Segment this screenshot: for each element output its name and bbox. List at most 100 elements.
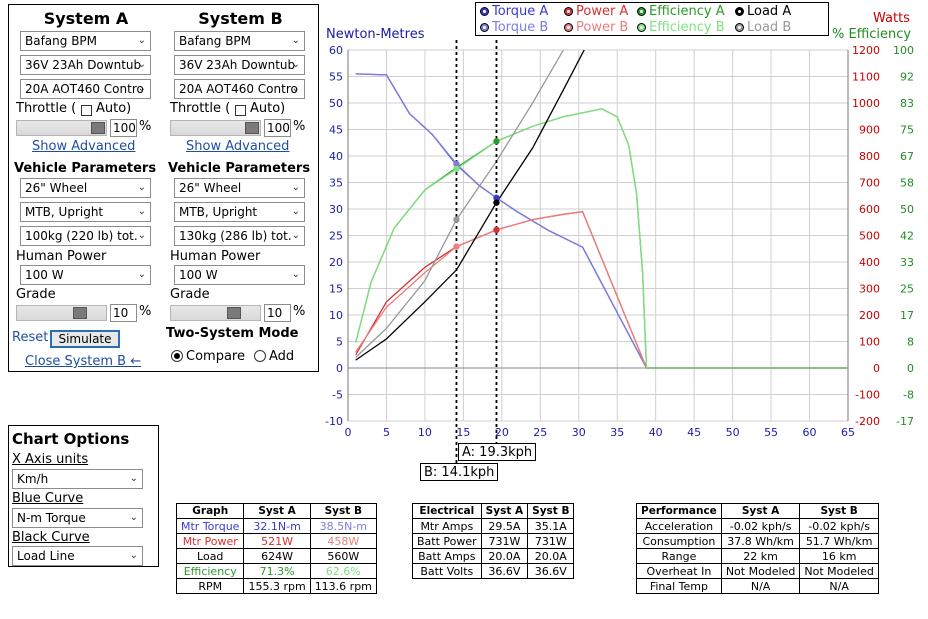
y-nm-tick-label: 40 [329,150,343,163]
system-b-riding-select[interactable]: MTB, Upright ⌄ [174,202,305,222]
percent-label: % [293,304,306,319]
table-row: Batt Power 731W 731W [412,533,575,549]
legend-dot-icon [564,23,573,32]
chart-options-title: Chart Options [12,430,130,448]
table-cell: 731W [527,533,575,549]
system-a-grade-slider[interactable] [16,305,107,321]
legend-efficiency-b[interactable]: Efficiency B [637,20,725,35]
system-a-wheel-select[interactable]: 26" Wheel ⌄ [20,178,151,198]
system-a-throttle-slider[interactable] [16,120,107,136]
table-cell: 32.1N-m [243,518,311,534]
cursor-a-label[interactable]: A: 19.3kph [458,443,537,461]
legend-dot-icon [637,23,646,32]
system-b-auto-checkbox[interactable] [235,105,246,116]
series-line-efficiency-a [355,108,848,369]
y-efficiency-tick-label: 25 [900,283,914,296]
system-a-motor-select[interactable]: Bafang BPM ⌄ [20,31,151,51]
table-row: Overheat In Not Modeled Not Modeled [636,563,879,579]
slider-thumb[interactable] [73,307,87,319]
series-line-power-b [355,210,848,369]
legend-power-a[interactable]: Power A [564,4,628,19]
legend-power-b[interactable]: Power B [564,20,628,35]
system-a-auto-checkbox[interactable] [81,105,92,116]
legend-torque-a[interactable]: Torque A [480,4,548,19]
table-row: Efficiency 71.3% 62.6% [175,563,377,579]
system-a-human-power-select[interactable]: 100 W ⌄ [20,265,151,285]
system-b-motor-select[interactable]: Bafang BPM ⌄ [174,31,305,51]
chevron-down-icon: ⌄ [129,550,138,561]
table-cell: 624W [243,548,311,564]
system-a-grade-input[interactable]: 10 [110,304,137,322]
system-b-battery-select[interactable]: 36V 23Ah Downtub ⌄ [174,55,305,75]
y-nm-tick-label: 5 [336,336,343,349]
table-row: Mtr Torque 32.1N-m 38.5N-m [175,518,377,534]
slider-thumb[interactable] [227,307,241,319]
table-cell: -0.02 kph/s [720,518,801,534]
system-b-battery-value: 36V 23Ah Downtub [179,58,296,72]
series-line-load-b [355,50,565,358]
legend-load-a[interactable]: Load A [735,4,791,19]
slider-thumb[interactable] [91,122,105,134]
table-cell: Batt Amps [412,548,482,564]
table-cell: Batt Volts [412,563,482,579]
system-b-human-power-select[interactable]: 100 W ⌄ [174,265,305,285]
table-cell: 36.6V [480,563,529,579]
system-a-riding-value: MTB, Upright [25,205,104,219]
chart-cursors[interactable] [455,40,498,465]
x-axis-units-select[interactable]: Km/h ⌄ [12,469,143,489]
system-b-grade-slider[interactable] [170,305,261,321]
table-cell: Batt Power [412,533,482,549]
table-cell: -0.02 kph/s [799,518,879,534]
system-b-controller-select[interactable]: 20A AOT460 Contro ⌄ [174,79,305,99]
x-tick-label: 5 [383,426,390,439]
system-a-battery-select[interactable]: 36V 23Ah Downtub ⌄ [20,55,151,75]
system-b-grade-input[interactable]: 10 [264,304,291,322]
y-efficiency-tick-label: 100 [893,44,914,57]
percent-label: % [139,119,152,134]
blue-curve-select[interactable]: N-m Torque ⌄ [12,508,143,528]
legend-efficiency-a[interactable]: Efficiency A [637,4,725,19]
system-b-throttle-input[interactable]: 100 [264,119,291,137]
add-radio[interactable] [254,350,266,362]
y-nm-tick-label: 10 [329,309,343,322]
y-left-axis-title: Newton-Metres [326,27,425,42]
reset-link[interactable]: Reset [12,330,49,345]
percent-label: % [293,119,306,134]
system-a-show-advanced-link[interactable]: Show Advanced [32,139,136,154]
y-efficiency-tick-label: 75 [900,124,914,137]
chevron-down-icon: ⌄ [137,83,146,94]
simulate-button[interactable]: Simulate [50,330,120,348]
black-curve-value: Load Line [17,549,75,563]
black-curve-select[interactable]: Load Line ⌄ [12,546,143,566]
chevron-down-icon: ⌄ [291,269,300,280]
system-a-weight-select[interactable]: 100kg (220 lb) tot. ⌄ [20,226,151,246]
table-header-cell: Syst B [799,503,879,519]
legend-load-b[interactable]: Load B [735,20,791,35]
close-system-b-link[interactable]: Close System B ← [25,354,142,369]
x-tick-label: 25 [533,426,547,439]
legend-torque-b[interactable]: Torque B [480,20,548,35]
y-watts-tick-label: 900 [859,124,880,137]
slider-thumb[interactable] [245,122,259,134]
y-efficiency-tick-label: 83 [900,97,914,110]
system-b-throttle-slider[interactable] [170,120,261,136]
system-b-grade-label: Grade [170,287,210,302]
system-b-weight-select[interactable]: 130kg (286 lb) tot. ⌄ [174,226,305,246]
table-row: Acceleration -0.02 kph/s -0.02 kph/s [636,518,879,534]
graph-table: Graph Syst A Syst B Mtr Torque 32.1N-m 38.5N-… [175,503,377,594]
table-header-cell: Syst A [720,503,801,519]
compare-label: Compare [186,349,245,364]
marker-load-a [493,199,500,206]
cursor-b-label[interactable]: B: 14.1kph [420,463,499,481]
system-b-wheel-select[interactable]: 26" Wheel ⌄ [174,178,305,198]
table-header-cell: Syst A [243,503,311,519]
system-b-show-advanced-link[interactable]: Show Advanced [186,139,290,154]
chevron-down-icon: ⌄ [291,206,300,217]
y-nm-tick-label: 30 [329,203,343,216]
system-a-riding-select[interactable]: MTB, Upright ⌄ [20,202,151,222]
system-a-weight-value: 100kg (220 lb) tot. [25,229,138,243]
system-a-throttle-input[interactable]: 100 [110,119,137,137]
compare-radio[interactable] [171,350,183,362]
system-a-controller-select[interactable]: 20A AOT460 Contro ⌄ [20,79,151,99]
